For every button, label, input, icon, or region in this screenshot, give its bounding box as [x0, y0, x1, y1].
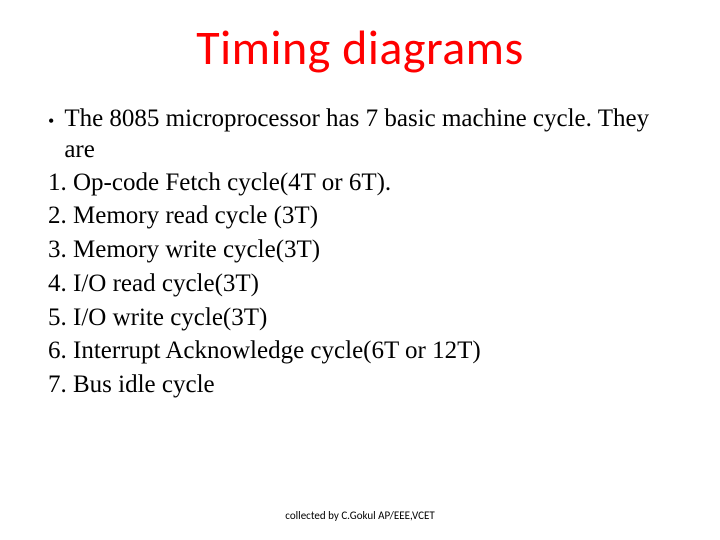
list-item: 4. I/O read cycle(3T) [48, 267, 684, 301]
slide: Timing diagrams • The 8085 microprocesso… [0, 0, 720, 540]
intro-bullet: • The 8085 microprocessor has 7 basic ma… [48, 103, 684, 166]
intro-text: The 8085 microprocessor has 7 basic mach… [64, 103, 684, 166]
footer-text: collected by C.Gokul AP/EEE,VCET [0, 509, 720, 522]
list-item: 2. Memory read cycle (3T) [48, 199, 684, 233]
list-item: 7. Bus idle cycle [48, 368, 684, 402]
list-item: 3. Memory write cycle(3T) [48, 233, 684, 267]
list-item: 1. Op-code Fetch cycle(4T or 6T). [48, 166, 684, 200]
slide-title: Timing diagrams [36, 18, 684, 77]
list-item: 5. I/O write cycle(3T) [48, 301, 684, 335]
slide-body: • The 8085 microprocessor has 7 basic ma… [36, 103, 684, 402]
bullet-icon: • [48, 112, 54, 130]
list-item: 6. Interrupt Acknowledge cycle(6T or 12T… [48, 334, 684, 368]
